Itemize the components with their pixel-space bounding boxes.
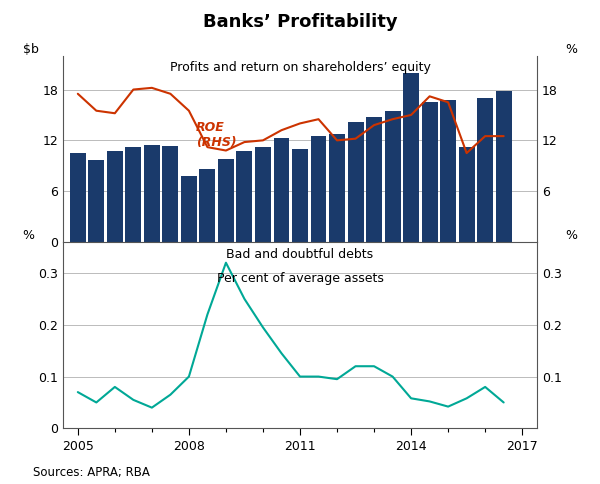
Bar <box>366 117 382 242</box>
Bar <box>107 151 123 242</box>
Bar <box>440 100 456 242</box>
Bar <box>163 146 178 242</box>
Bar <box>236 151 253 242</box>
Bar <box>458 147 475 242</box>
Bar <box>218 159 234 242</box>
Bar <box>70 153 86 242</box>
Text: Bad and doubtful debts: Bad and doubtful debts <box>226 248 374 260</box>
Bar <box>125 147 142 242</box>
Text: Profits and return on shareholders’ equity: Profits and return on shareholders’ equi… <box>170 61 430 74</box>
Text: Per cent of average assets: Per cent of average assets <box>217 272 383 285</box>
Bar <box>292 149 308 242</box>
Text: %: % <box>565 229 577 242</box>
Bar <box>274 138 289 242</box>
Bar <box>385 111 401 242</box>
Text: $b: $b <box>23 43 38 56</box>
Text: ROE
(RHS): ROE (RHS) <box>196 121 236 149</box>
Text: %: % <box>565 43 577 56</box>
Text: %: % <box>23 229 35 242</box>
Bar <box>88 160 104 242</box>
Bar <box>144 145 160 242</box>
Bar <box>311 136 326 242</box>
Bar <box>181 176 197 242</box>
Bar <box>403 73 419 242</box>
Bar <box>422 102 437 242</box>
Bar <box>255 147 271 242</box>
Text: Sources: APRA; RBA: Sources: APRA; RBA <box>33 466 150 479</box>
Bar <box>199 169 215 242</box>
Text: Banks’ Profitability: Banks’ Profitability <box>203 14 397 31</box>
Bar <box>477 98 493 242</box>
Bar <box>347 121 364 242</box>
Bar <box>329 135 345 242</box>
Bar <box>496 91 512 242</box>
